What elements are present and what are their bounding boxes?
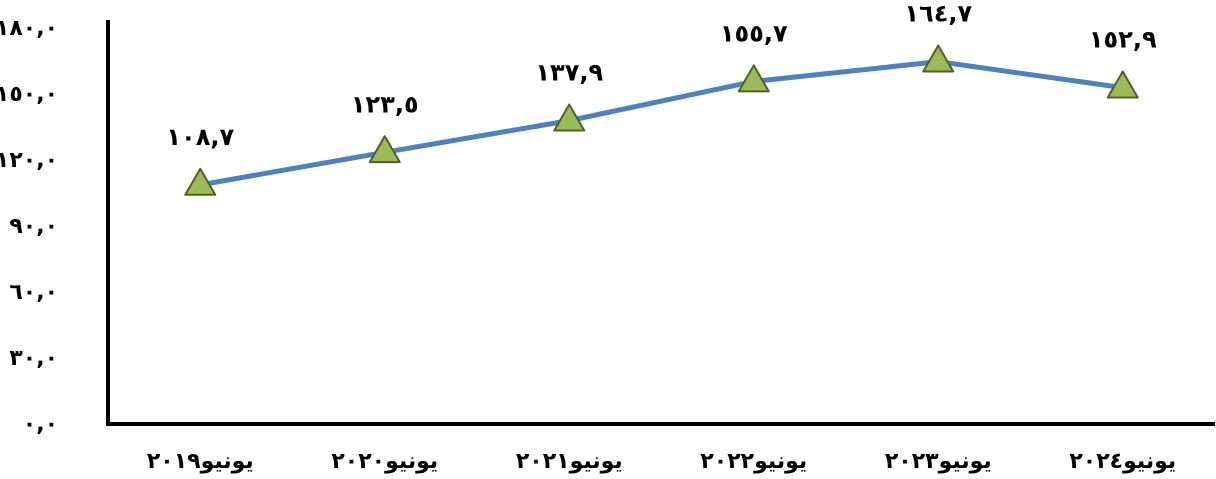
y-tick-label: ١٢٠,٠: [0, 148, 58, 173]
data-label: ١٣٧,٩: [535, 59, 603, 87]
series-lines: [197, 59, 1126, 188]
triangle-marker: [368, 135, 401, 164]
x-category-label: يونيو٢٠٢٢: [700, 449, 807, 474]
data-label: ١٠٨,٧: [166, 123, 234, 151]
y-tick-label: ٩٠,٠: [9, 214, 58, 239]
y-tick-label: ١٨٠,٠: [0, 16, 58, 41]
series-markers: [184, 44, 1139, 196]
data-label: ١٥٥,٧: [720, 19, 788, 47]
chart-axes: [106, 20, 1215, 426]
triangle-marker: [553, 103, 586, 132]
x-category-label: يونيو٢٠٢٤: [1069, 449, 1176, 474]
x-category-label: يونيو٢٠١٩: [147, 449, 254, 474]
y-tick-label: ٦٠,٠: [9, 280, 58, 305]
y-tick-label: ١٥٠,٠: [0, 82, 58, 107]
x-category-label: يونيو٢٠٢١: [516, 449, 623, 474]
series-line: [197, 59, 1126, 188]
data-label: ١٥٢,٩: [1089, 26, 1157, 54]
y-tick-label: ٣٠,٠: [9, 346, 58, 371]
x-category-label: يونيو٢٠٢٣: [885, 449, 992, 474]
data-labels: ١٠٨,٧ ١٢٣,٥ ١٣٧,٩ ١٥٥,٧ ١٦٤,٧ ١٥٢,٩: [166, 0, 1157, 151]
triangle-marker: [737, 64, 770, 93]
triangle-marker: [184, 167, 217, 196]
triangle-marker: [922, 44, 955, 73]
triangle-marker: [1106, 70, 1139, 99]
x-axis-category-labels: يونيو٢٠١٩ يونيو٢٠٢٠ يونيو٢٠٢١ يونيو٢٠٢٢ يوني…: [147, 449, 1176, 474]
data-label: ١٦٤,٧: [904, 0, 972, 28]
data-label: ١٢٣,٥: [351, 90, 419, 118]
y-axis-tick-labels: ٠,٠ ٣٠,٠ ٦٠,٠ ٩٠,٠ ١٢٠,٠ ١٥٠,٠ ١٨٠,٠: [0, 16, 58, 437]
x-category-label: يونيو٢٠٢٠: [331, 449, 438, 474]
y-tick-label: ٠,٠: [23, 412, 58, 437]
